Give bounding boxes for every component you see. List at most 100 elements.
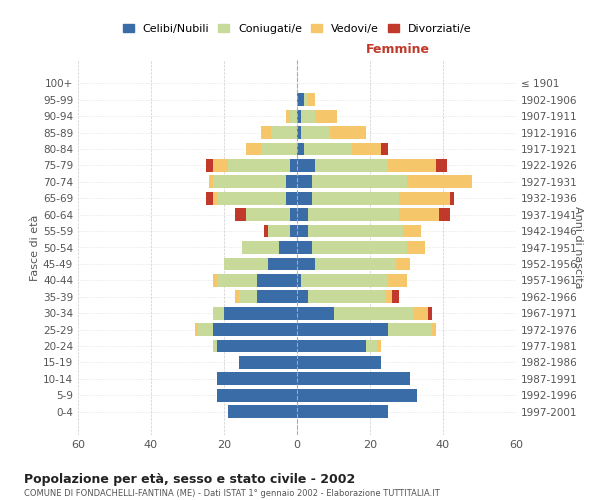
Bar xyxy=(213,340,217,352)
Bar xyxy=(297,208,308,221)
Bar xyxy=(213,192,217,204)
Bar xyxy=(407,241,425,254)
Bar xyxy=(297,258,315,270)
Bar xyxy=(213,274,217,286)
Bar xyxy=(297,405,388,418)
Bar xyxy=(301,126,330,139)
Bar xyxy=(399,192,450,204)
Bar xyxy=(297,142,304,156)
Bar xyxy=(268,224,290,237)
Bar xyxy=(352,142,381,156)
Bar xyxy=(224,306,297,320)
Bar xyxy=(264,224,268,237)
Bar xyxy=(257,274,297,286)
Bar xyxy=(271,126,297,139)
Bar xyxy=(304,94,308,106)
Bar xyxy=(315,110,337,122)
Bar xyxy=(297,356,381,368)
Bar xyxy=(297,389,418,402)
Bar xyxy=(279,241,297,254)
Bar xyxy=(206,192,213,204)
Bar xyxy=(304,142,352,156)
Bar xyxy=(286,110,290,122)
Bar xyxy=(206,159,213,172)
Bar xyxy=(428,306,432,320)
Bar xyxy=(377,340,381,352)
Bar xyxy=(227,159,290,172)
Bar xyxy=(308,290,385,303)
Bar xyxy=(450,192,454,204)
Bar xyxy=(217,340,297,352)
Bar xyxy=(407,176,472,188)
Bar xyxy=(367,340,377,352)
Bar xyxy=(213,159,227,172)
Bar xyxy=(388,323,432,336)
Bar xyxy=(311,176,407,188)
Bar xyxy=(260,126,271,139)
Bar xyxy=(209,176,213,188)
Bar xyxy=(311,241,407,254)
Bar xyxy=(268,258,297,270)
Bar xyxy=(388,274,407,286)
Bar xyxy=(311,192,399,204)
Bar xyxy=(297,224,308,237)
Bar xyxy=(308,224,403,237)
Bar xyxy=(297,110,301,122)
Bar xyxy=(260,142,297,156)
Bar xyxy=(392,290,399,303)
Bar xyxy=(439,208,450,221)
Bar xyxy=(290,208,297,221)
Bar xyxy=(213,176,286,188)
Bar xyxy=(246,142,260,156)
Bar xyxy=(242,241,279,254)
Bar xyxy=(297,192,311,204)
Bar xyxy=(308,208,399,221)
Bar xyxy=(403,224,421,237)
Bar xyxy=(297,176,311,188)
Bar xyxy=(290,159,297,172)
Bar xyxy=(199,323,213,336)
Bar xyxy=(217,192,286,204)
Bar xyxy=(286,192,297,204)
Bar xyxy=(315,159,388,172)
Bar xyxy=(297,290,308,303)
Bar xyxy=(399,208,439,221)
Bar xyxy=(385,290,392,303)
Bar xyxy=(213,323,297,336)
Bar xyxy=(297,323,388,336)
Bar xyxy=(297,306,334,320)
Text: COMUNE DI FONDACHELLI-FANTINA (ME) - Dati ISTAT 1° gennaio 2002 - Elaborazione T: COMUNE DI FONDACHELLI-FANTINA (ME) - Dat… xyxy=(24,489,440,498)
Bar xyxy=(388,159,436,172)
Bar xyxy=(235,208,246,221)
Bar xyxy=(334,306,414,320)
Text: Femmine: Femmine xyxy=(366,44,430,56)
Bar xyxy=(414,306,428,320)
Bar xyxy=(308,94,315,106)
Bar xyxy=(290,110,297,122)
Bar xyxy=(330,126,367,139)
Bar xyxy=(235,290,239,303)
Bar xyxy=(246,208,290,221)
Bar xyxy=(297,159,315,172)
Bar xyxy=(286,176,297,188)
Bar xyxy=(301,110,315,122)
Bar xyxy=(297,340,367,352)
Text: Popolazione per età, sesso e stato civile - 2002: Popolazione per età, sesso e stato civil… xyxy=(24,472,355,486)
Bar xyxy=(297,126,301,139)
Bar xyxy=(315,258,395,270)
Y-axis label: Fasce di età: Fasce di età xyxy=(30,214,40,280)
Bar xyxy=(217,389,297,402)
Bar xyxy=(301,274,388,286)
Bar xyxy=(297,274,301,286)
Bar xyxy=(395,258,410,270)
Bar xyxy=(297,241,311,254)
Bar xyxy=(217,274,257,286)
Bar xyxy=(239,290,257,303)
Bar xyxy=(195,323,199,336)
Legend: Celibi/Nubili, Coniugati/e, Vedovi/e, Divorziati/e: Celibi/Nubili, Coniugati/e, Vedovi/e, Di… xyxy=(119,20,475,38)
Y-axis label: Anni di nascita: Anni di nascita xyxy=(573,206,583,289)
Bar xyxy=(224,258,268,270)
Bar xyxy=(290,224,297,237)
Bar xyxy=(213,306,224,320)
Bar xyxy=(436,159,446,172)
